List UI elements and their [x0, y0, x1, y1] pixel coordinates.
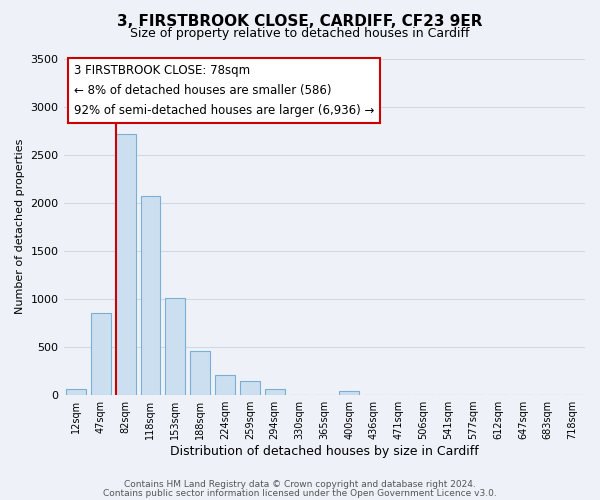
Y-axis label: Number of detached properties: Number of detached properties [15, 139, 25, 314]
Bar [339, 391, 359, 394]
Text: Contains HM Land Registry data © Crown copyright and database right 2024.: Contains HM Land Registry data © Crown c… [124, 480, 476, 489]
Bar [91, 313, 111, 394]
Bar [240, 380, 260, 394]
Bar [190, 352, 210, 395]
Bar [140, 196, 160, 394]
Bar [66, 389, 86, 394]
Text: 3 FIRSTBROOK CLOSE: 78sqm
← 8% of detached houses are smaller (586)
92% of semi-: 3 FIRSTBROOK CLOSE: 78sqm ← 8% of detach… [74, 64, 374, 117]
Bar [265, 390, 284, 394]
Bar [166, 298, 185, 394]
Bar [116, 134, 136, 394]
Text: 3, FIRSTBROOK CLOSE, CARDIFF, CF23 9ER: 3, FIRSTBROOK CLOSE, CARDIFF, CF23 9ER [117, 14, 483, 29]
Text: Size of property relative to detached houses in Cardiff: Size of property relative to detached ho… [130, 28, 470, 40]
X-axis label: Distribution of detached houses by size in Cardiff: Distribution of detached houses by size … [170, 444, 479, 458]
Bar [215, 376, 235, 394]
Text: Contains public sector information licensed under the Open Government Licence v3: Contains public sector information licen… [103, 488, 497, 498]
